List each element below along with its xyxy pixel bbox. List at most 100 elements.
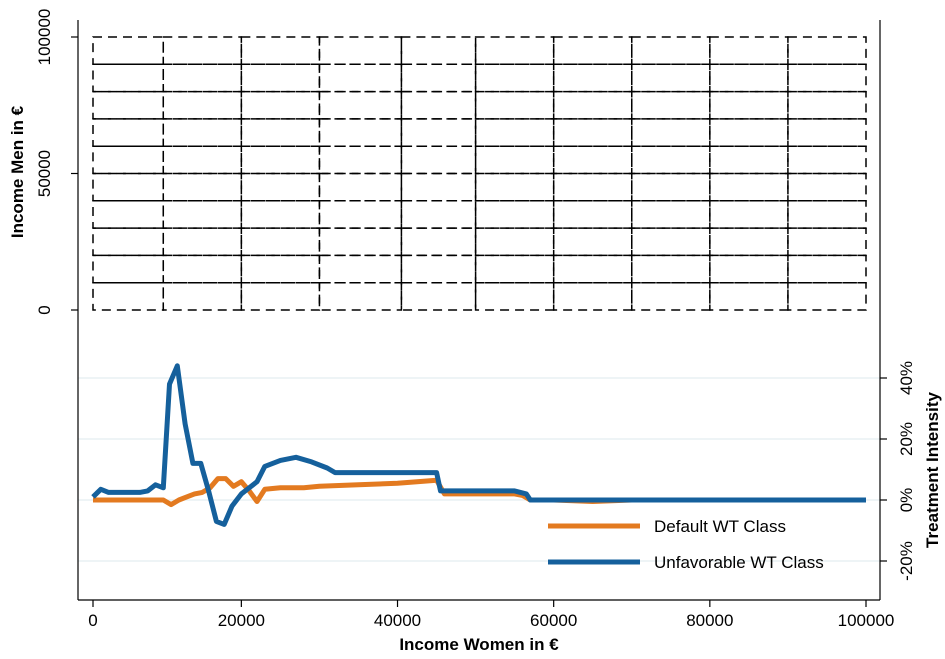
right-axis-ticks: -20% 0% 20% 40%	[880, 361, 916, 581]
dashed-box-9-2	[787, 227, 867, 257]
x-axis-title: Income Women in €	[399, 635, 559, 654]
x-tick-label-4: 80000	[686, 611, 733, 630]
dashed-box-7-1	[631, 254, 711, 284]
dashed-box-6-4	[552, 172, 633, 202]
dashed-box-5-8	[474, 63, 555, 93]
dashed-box-8-5	[709, 145, 789, 175]
dashed-box-6-7	[552, 90, 633, 120]
x-tick-label-2: 40000	[374, 611, 421, 630]
dashed-box-4-7	[400, 90, 477, 120]
left-tick-label-2: 100000	[35, 9, 54, 66]
dashed-box-1-5	[162, 145, 243, 175]
dashed-box-2-7	[240, 90, 321, 120]
dashed-box-6-1	[552, 254, 633, 284]
legend-label-unfavorable: Unfavorable WT Class	[654, 553, 824, 572]
left-tick-label-1: 50000	[35, 150, 54, 197]
dashed-box-7-0	[631, 281, 711, 311]
dashed-box-6-6	[552, 118, 633, 147]
dashed-box-3-2	[318, 227, 403, 257]
x-tick-label-3: 60000	[530, 611, 577, 630]
x-tick-label-5: 100000	[838, 611, 895, 630]
dashed-box-3-0	[318, 281, 403, 311]
dashed-box-grid	[92, 36, 867, 311]
dashed-box-2-6	[240, 118, 321, 147]
dashed-box-4-8	[400, 63, 477, 93]
dashed-box-4-4	[400, 172, 477, 202]
dashed-box-1-4	[162, 172, 243, 202]
dashed-box-8-9	[709, 36, 789, 66]
dashed-box-2-4	[240, 172, 321, 202]
dashed-box-4-2	[400, 227, 477, 257]
dashed-box-7-4	[631, 172, 711, 202]
dashed-box-3-9	[318, 36, 403, 66]
right-tick-label-1: 0%	[897, 488, 916, 513]
dashed-box-2-8	[240, 63, 321, 93]
dashed-box-5-9	[474, 36, 555, 66]
right-tick-label-3: 40%	[897, 361, 916, 395]
dashed-box-7-5	[631, 145, 711, 175]
dashed-box-8-1	[709, 254, 789, 284]
dashed-box-1-6	[162, 118, 243, 147]
dashed-box-7-8	[631, 63, 711, 93]
dashed-box-9-0	[787, 281, 867, 311]
legend: Default WT Class Unfavorable WT Class	[548, 517, 824, 572]
dashed-box-7-2	[631, 227, 711, 257]
dashed-box-8-3	[709, 200, 789, 229]
dashed-box-3-1	[318, 254, 403, 284]
dashed-box-2-5	[240, 145, 321, 175]
dashed-box-6-5	[552, 145, 633, 175]
dashed-box-1-0	[162, 281, 243, 311]
dashed-box-9-6	[787, 118, 867, 147]
dashed-box-6-8	[552, 63, 633, 93]
dashed-box-6-2	[552, 227, 633, 257]
dashed-box-0-1	[92, 254, 165, 284]
x-tick-label-0: 0	[88, 611, 97, 630]
dashed-box-6-9	[552, 36, 633, 66]
dashed-box-9-8	[787, 63, 867, 93]
dashed-box-0-3	[92, 200, 165, 229]
dashed-box-0-7	[92, 90, 165, 120]
dashed-box-4-9	[400, 36, 477, 66]
series-lines	[91, 363, 866, 527]
dashed-box-0-4	[92, 172, 165, 202]
dashed-box-9-5	[787, 145, 867, 175]
right-axis-title: Treatment Intensity	[923, 392, 942, 548]
dashed-box-3-4	[318, 172, 403, 202]
dashed-box-6-0	[552, 281, 633, 311]
dashed-box-9-4	[787, 172, 867, 202]
dashed-box-9-7	[787, 90, 867, 120]
dashed-box-6-3	[552, 200, 633, 229]
dashed-box-4-5	[400, 145, 477, 175]
dashed-box-5-1	[474, 254, 555, 284]
left-axis-title: Income Men in €	[8, 105, 27, 238]
dashed-box-2-2	[240, 227, 321, 257]
dashed-box-5-0	[474, 281, 555, 311]
dashed-box-2-3	[240, 200, 321, 229]
dashed-box-5-2	[474, 227, 555, 257]
dashed-box-1-7	[162, 90, 243, 120]
dashed-box-1-3	[162, 200, 243, 229]
dashed-box-5-4	[474, 172, 555, 202]
dashed-box-8-2	[709, 227, 789, 257]
right-tick-label-0: -20%	[897, 541, 916, 581]
dashed-box-4-0	[400, 281, 477, 311]
dashed-box-3-6	[318, 118, 403, 147]
dashed-box-9-1	[787, 254, 867, 284]
dashed-box-2-1	[240, 254, 321, 284]
dashed-box-7-7	[631, 90, 711, 120]
dashed-box-3-3	[318, 200, 403, 229]
dashed-box-4-1	[400, 254, 477, 284]
dashed-box-7-9	[631, 36, 711, 66]
dashed-box-1-9	[162, 36, 243, 66]
dashed-box-8-7	[709, 90, 789, 120]
x-axis-ticks: 0 20000 40000 60000 80000 100000	[88, 600, 894, 630]
dashed-box-0-9	[92, 36, 165, 66]
dashed-box-5-7	[474, 90, 555, 120]
dashed-box-1-8	[162, 63, 243, 93]
dashed-box-8-4	[709, 172, 789, 202]
dashed-box-8-0	[709, 281, 789, 311]
dashed-box-5-5	[474, 145, 555, 175]
dashed-box-0-6	[92, 118, 165, 147]
dashed-box-0-2	[92, 227, 165, 257]
dashed-box-7-6	[631, 118, 711, 147]
